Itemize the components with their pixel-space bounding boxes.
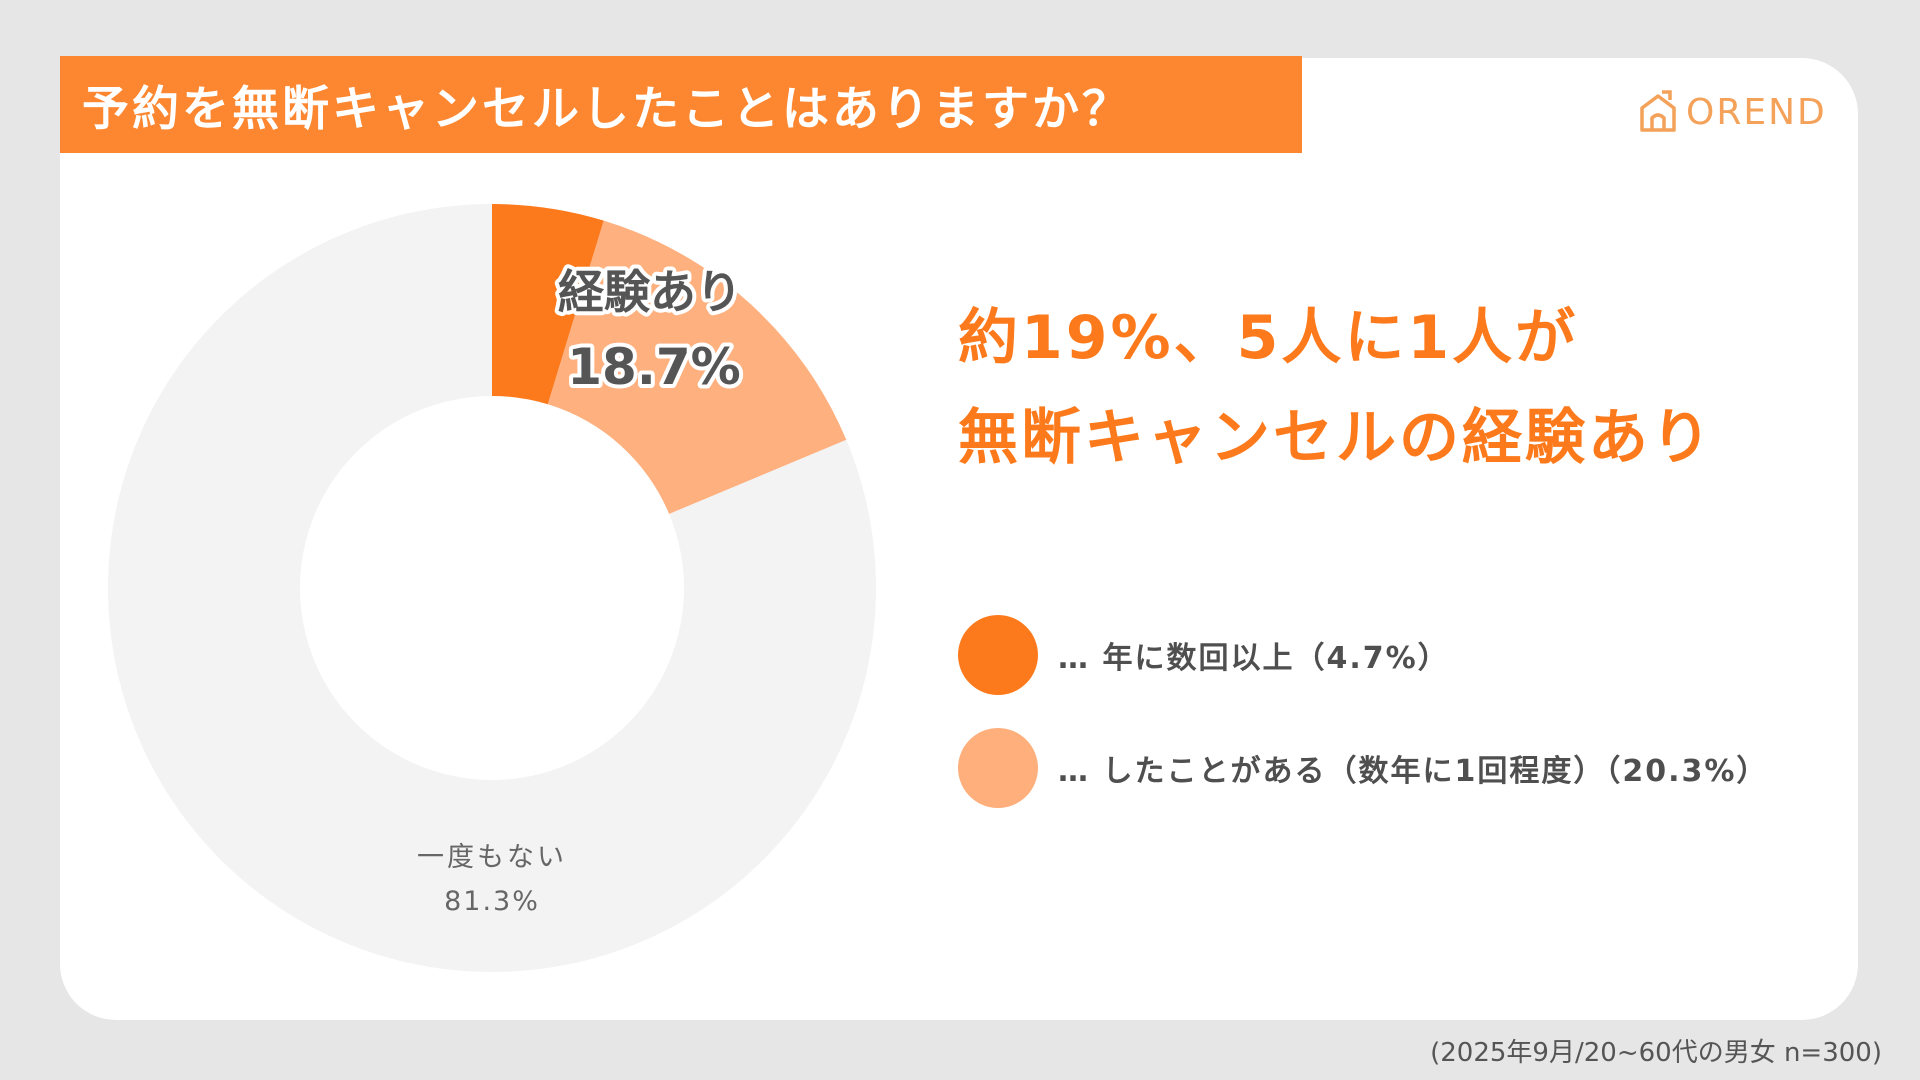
donut-slices (107, 204, 876, 973)
donut-slice-sometimes (547, 220, 847, 514)
legend-swatch-frequent (958, 615, 1038, 695)
annotation-never-label: 一度もない (417, 842, 567, 873)
annotation-experience: 経験あり 18.7% (554, 261, 746, 400)
legend-item-sometimes: … したことがある（数年に1回程度）（20.3%） (958, 728, 1768, 808)
headline: 約19%、5人に1人が 無断キャンセルの経験あり (958, 288, 1858, 488)
orend-logo: OREND (1636, 86, 1827, 138)
legend-item-frequent: … 年に数回以上（4.7%） (958, 615, 1450, 695)
survey-footnote: (2025年9月/20~60代の男女 n=300) (1430, 1038, 1882, 1068)
legend-label-frequent: … 年に数回以上（4.7%） (1058, 641, 1450, 676)
annotation-never: 一度もない 81.3% (417, 842, 567, 917)
donut-slice-frequent (492, 204, 604, 405)
logo-text: OREND (1686, 91, 1827, 133)
chart-title: 予約を無断キャンセルしたことはありますか？ (82, 82, 1132, 137)
headline-line-1: 約19%、5人に1人が (958, 303, 1579, 373)
donut-slice-never (107, 204, 876, 973)
headline-line-2: 無断キャンセルの経験あり (958, 403, 1714, 473)
annotation-experience-value: 18.7% (567, 338, 740, 396)
legend-swatch-sometimes (958, 728, 1038, 808)
annotation-never-value: 81.3% (444, 886, 540, 917)
legend-label-sometimes: … したことがある（数年に1回程度）（20.3%） (1058, 754, 1769, 789)
title-banner: 予約を無断キャンセルしたことはありますか？ (60, 56, 1302, 153)
house-logo-icon (1640, 90, 1676, 132)
annotation-experience-label: 経験あり (558, 265, 742, 319)
